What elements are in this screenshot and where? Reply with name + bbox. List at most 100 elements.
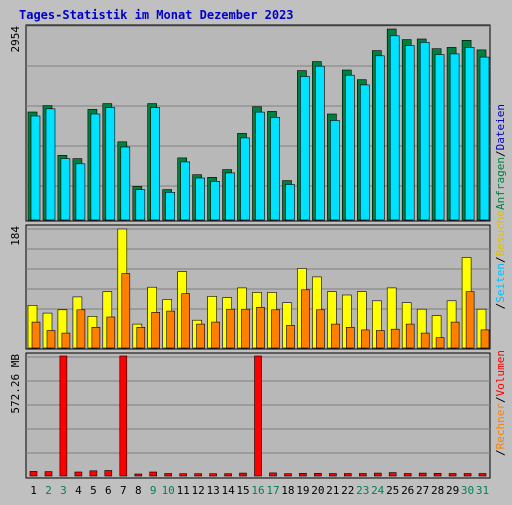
bar-volume-day-20: [314, 472, 322, 477]
bar-files-day-11: [180, 161, 190, 221]
bar-sites-day-28: [435, 337, 445, 349]
legend-bottom-part-3: /: [494, 396, 507, 403]
bar-volume-day-4: [74, 471, 83, 477]
bar-files-day-29: [449, 53, 460, 221]
bar-files-day-27: [419, 41, 430, 221]
bar-volume-day-13: [209, 473, 217, 477]
bar-volume-day-7: [119, 355, 128, 477]
y-axis-labels: 2954 184 572.26 MB: [9, 26, 22, 414]
x-tick-label-day-19: 19: [296, 484, 309, 497]
x-tick-label-day-16: 16: [251, 484, 264, 497]
bar-files-day-20: [315, 65, 325, 221]
bar-files-day-7: [120, 146, 131, 221]
bar-volume-day-8: [134, 473, 143, 477]
chart-bars: [27, 28, 490, 477]
bar-files-day-17: [270, 117, 280, 221]
legend-bottom-part-2: Rechner: [494, 403, 507, 450]
legend-top: Anfragen/Dateien: [494, 104, 507, 210]
bar-volume-day-22: [343, 473, 352, 477]
bar-sites-day-24: [375, 330, 385, 349]
legend-middle-part-3: /: [494, 256, 507, 263]
x-tick-label-day-26: 26: [401, 484, 414, 497]
x-tick-label-day-17: 17: [266, 484, 279, 497]
bar-sites-day-4: [76, 309, 86, 349]
bar-sites-day-20: [316, 309, 325, 349]
bar-files-day-26: [404, 45, 415, 221]
bar-sites-day-7: [121, 273, 131, 349]
x-tick-label-day-30: 30: [461, 484, 474, 497]
x-tick-label-day-7: 7: [120, 484, 127, 497]
legend-bottom-part-4: Volumen: [494, 350, 507, 396]
bar-sites-day-22: [345, 326, 355, 349]
bar-files-day-3: [60, 158, 71, 221]
bar-volume-day-17: [269, 472, 277, 477]
x-tick-label-day-11: 11: [177, 484, 190, 497]
bar-sites-day-11: [181, 293, 190, 349]
bar-sites-day-15: [241, 308, 250, 349]
bar-sites-day-12: [196, 323, 205, 349]
bar-volume-day-11: [179, 473, 187, 477]
bar-volume-day-1: [29, 471, 38, 477]
bar-files-day-30: [464, 47, 475, 221]
y-axis-max-label-top: 2954: [9, 26, 22, 53]
legend-middle-part-4: Besuche: [494, 210, 507, 256]
x-tick-label-day-29: 29: [446, 484, 459, 497]
legend-middle-part-1: /: [494, 303, 507, 310]
bar-volume-day-2: [44, 471, 53, 477]
bar-files-day-22: [344, 74, 355, 221]
bar-volume-day-29: [448, 473, 457, 477]
bar-files-day-4: [75, 163, 86, 221]
bar-volume-day-18: [284, 473, 292, 477]
bar-sites-day-10: [166, 310, 175, 349]
x-tick-label-day-10: 10: [162, 484, 175, 497]
bar-volume-day-24: [373, 472, 382, 477]
bar-sites-day-29: [450, 321, 460, 349]
legend-middle: /Seiten/Besuche: [494, 210, 507, 309]
bar-files-day-24: [374, 55, 385, 221]
bar-sites-day-30: [465, 291, 475, 349]
x-tick-label-day-3: 3: [60, 484, 67, 497]
bar-sites-day-8: [136, 326, 146, 349]
bar-sites-day-14: [226, 308, 235, 349]
bar-files-day-18: [285, 184, 295, 221]
legend-top-part-1: Anfragen: [494, 157, 507, 210]
bar-volume-day-9: [149, 471, 157, 477]
bar-files-day-10: [165, 192, 175, 221]
bar-sites-day-31: [480, 329, 490, 349]
bar-sites-day-17: [271, 309, 280, 349]
x-tick-label-day-20: 20: [311, 484, 324, 497]
bar-sites-day-27: [420, 332, 430, 349]
x-tick-label-day-22: 22: [341, 484, 354, 497]
x-tick-label-day-23: 23: [356, 484, 369, 497]
bar-files-day-21: [330, 120, 340, 221]
bar-files-day-14: [225, 172, 235, 221]
x-axis-day-labels: 1 2 3 4 5 6 7 8 9 10 11 12 13 14 15 16 17 18 19 20 21 22 23 24 2…: [30, 484, 489, 497]
bar-volume-day-28: [433, 472, 442, 477]
bar-sites-day-9: [151, 312, 160, 349]
bar-volume-day-30: [463, 473, 472, 477]
bar-sites-day-5: [91, 326, 101, 349]
right-legend: Anfragen/Dateien/Seiten/Besuche/Rechner/…: [494, 104, 507, 456]
bar-files-day-23: [359, 84, 370, 221]
bar-volume-day-12: [194, 473, 202, 477]
legend-top-part-3: Dateien: [494, 104, 507, 150]
bar-volume-day-14: [224, 473, 232, 477]
bar-sites-day-25: [390, 328, 400, 349]
bar-volume-day-31: [478, 473, 487, 477]
legend-middle-part-2: Seiten: [494, 263, 507, 303]
bar-files-day-9: [150, 107, 160, 221]
x-tick-label-day-27: 27: [416, 484, 429, 497]
bar-volume-day-21: [329, 473, 337, 477]
bar-sites-day-6: [106, 316, 116, 349]
legend-bottom-part-1: /: [494, 449, 507, 456]
bar-volume-day-10: [164, 473, 172, 477]
chart-title: Tages-Statistik im Monat Dezember 2023: [19, 8, 294, 22]
x-tick-label-day-12: 12: [191, 484, 204, 497]
bar-sites-day-19: [301, 289, 310, 349]
bar-files-day-16: [255, 111, 265, 221]
bar-sites-day-2: [46, 330, 56, 349]
bar-files-day-12: [195, 177, 205, 221]
bar-sites-day-26: [405, 323, 415, 349]
